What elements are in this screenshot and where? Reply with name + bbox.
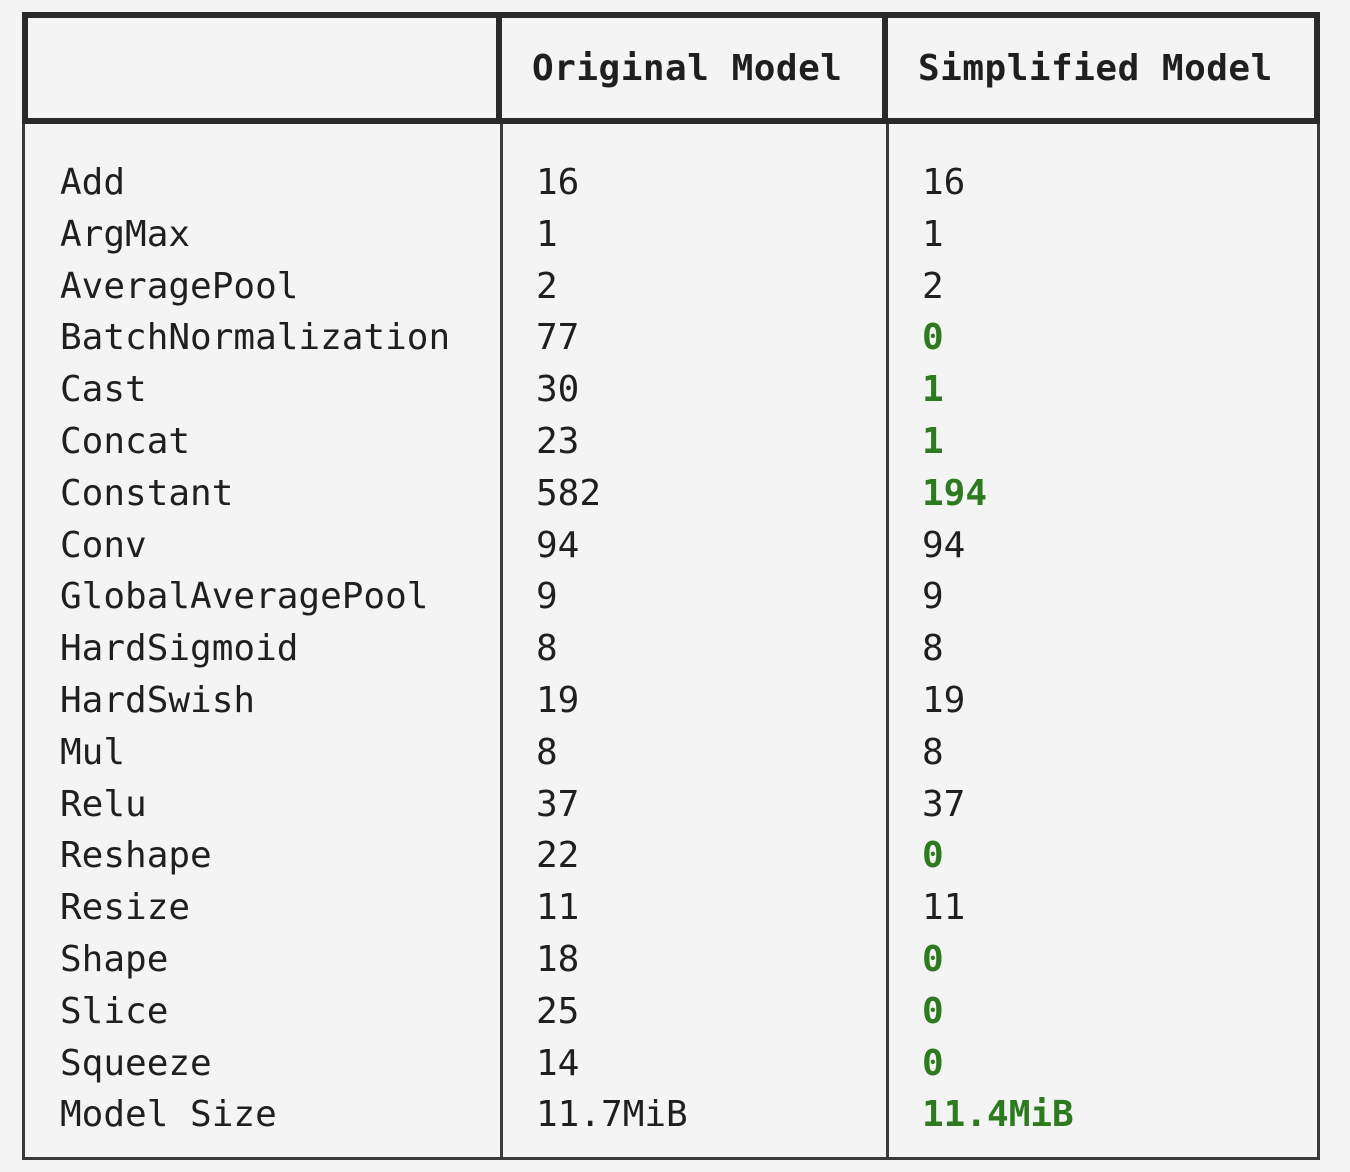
operator-name-cell: AveragePool: [60, 265, 299, 307]
original-count-cell: 18: [536, 938, 580, 980]
table-row: Add 16 16: [25, 157, 1317, 209]
simplified-count-cell: 11: [922, 887, 966, 929]
operator-name-cell: HardSwish: [60, 679, 256, 721]
simplified-count-cell: 0: [922, 1042, 944, 1084]
operator-name-cell: Constant: [60, 472, 234, 514]
table-row: BatchNormalization 77 0: [25, 312, 1317, 364]
table-row: Squeeze 14 0: [25, 1038, 1317, 1090]
simplified-count-cell: 0: [922, 317, 944, 359]
table-row: Constant 582 194: [25, 468, 1317, 520]
original-count-cell: 9: [536, 576, 558, 618]
table-row: Mul 8 8: [25, 727, 1317, 779]
simplified-count-cell: 19: [922, 679, 966, 721]
header-cell-original-model: Original Model: [502, 18, 888, 118]
table-row: Cast 30 1: [25, 364, 1317, 416]
table-row: AveragePool 2 2: [25, 261, 1317, 313]
table-row: Concat 23 1: [25, 416, 1317, 468]
table-row: Model Size 11.7MiB 11.4MiB: [25, 1089, 1317, 1141]
original-count-cell: 25: [536, 990, 580, 1032]
simplified-count-cell: 0: [922, 835, 944, 877]
original-count-cell: 1: [536, 213, 558, 255]
original-count-cell: 11.7MiB: [536, 1094, 688, 1136]
original-count-cell: 11: [536, 887, 580, 929]
simplified-count-cell: 8: [922, 731, 944, 773]
operator-name-cell: Squeeze: [60, 1042, 212, 1084]
original-count-cell: 19: [536, 679, 580, 721]
simplified-count-cell: 1: [922, 420, 944, 462]
operator-name-cell: Mul: [60, 731, 126, 773]
table-row: Resize 11 11: [25, 882, 1317, 934]
operator-name-cell: Shape: [60, 938, 169, 980]
original-count-cell: 8: [536, 731, 558, 773]
original-count-cell: 22: [536, 835, 580, 877]
operator-name-cell: Slice: [60, 990, 169, 1032]
original-count-cell: 16: [536, 162, 580, 203]
table-body: Add 16 16 ArgMax 1 1 AveragePool 2 2 BatchNormali…: [22, 124, 1320, 1160]
operator-name-cell: Model Size: [60, 1094, 277, 1136]
operator-name-cell: Add: [60, 162, 126, 203]
simplified-count-cell: 8: [922, 628, 944, 670]
simplified-count-cell: 94: [922, 524, 966, 566]
original-count-cell: 2: [536, 265, 558, 307]
original-count-cell: 8: [536, 628, 558, 670]
operator-name-cell: Reshape: [60, 835, 212, 877]
operator-name-cell: BatchNormalization: [60, 317, 451, 359]
table-row: Shape 18 0: [25, 934, 1317, 986]
header-cell-operator: [28, 18, 502, 118]
simplified-count-cell: 194: [922, 472, 988, 514]
original-count-cell: 582: [536, 472, 602, 514]
table-rows: Add 16 16 ArgMax 1 1 AveragePool 2 2 BatchNormali…: [25, 157, 1317, 1141]
table-row: GlobalAveragePool 9 9: [25, 571, 1317, 623]
simplified-count-cell: 0: [922, 990, 944, 1032]
column-divider: [500, 124, 503, 1157]
table-row: Relu 37 37: [25, 779, 1317, 831]
operator-name-cell: HardSigmoid: [60, 628, 299, 670]
simplified-count-cell: 16: [922, 162, 966, 203]
simplified-count-cell: 1: [922, 369, 944, 411]
table-row: Slice 25 0: [25, 986, 1317, 1038]
header-cell-simplified-model: Simplified Model: [918, 47, 1273, 89]
operator-name-cell: Conv: [60, 524, 147, 566]
simplified-count-cell: 1: [922, 213, 944, 255]
column-divider: [886, 124, 889, 1157]
simplified-count-cell: 37: [922, 783, 966, 825]
original-count-cell: 77: [536, 317, 580, 359]
table-row: HardSwish 19 19: [25, 675, 1317, 727]
operator-name-cell: Concat: [60, 420, 191, 462]
simplified-count-cell: 0: [922, 938, 944, 980]
operator-name-cell: Resize: [60, 887, 191, 929]
table-row: HardSigmoid 8 8: [25, 623, 1317, 675]
original-count-cell: 23: [536, 420, 580, 462]
comparison-table: Original Model Simplified Model Add 16 16 A…: [22, 12, 1320, 1160]
table-row: Reshape 22 0: [25, 830, 1317, 882]
simplified-count-cell: 2: [922, 265, 944, 307]
original-count-cell: 14: [536, 1042, 580, 1084]
original-count-cell: 94: [536, 524, 580, 566]
operator-name-cell: GlobalAveragePool: [60, 576, 429, 618]
table-row: ArgMax 1 1: [25, 209, 1317, 261]
table-header: Original Model Simplified Model: [22, 12, 1320, 124]
original-count-cell: 37: [536, 783, 580, 825]
operator-name-cell: ArgMax: [60, 213, 191, 255]
operator-name-cell: Cast: [60, 369, 147, 411]
simplified-count-cell: 11.4MiB: [922, 1094, 1074, 1136]
table-row: Conv 94 94: [25, 520, 1317, 572]
original-count-cell: 30: [536, 369, 580, 411]
operator-name-cell: Relu: [60, 783, 147, 825]
simplified-count-cell: 9: [922, 576, 944, 618]
